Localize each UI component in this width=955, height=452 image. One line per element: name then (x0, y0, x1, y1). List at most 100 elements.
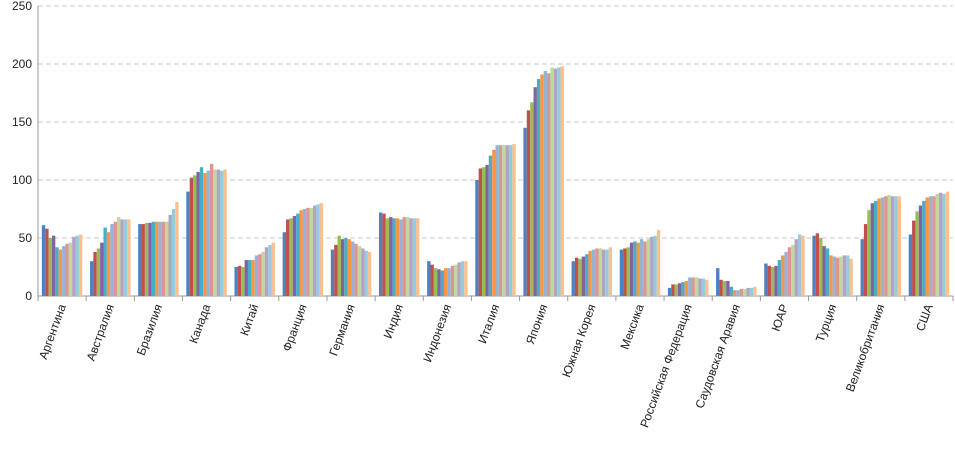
bar (585, 254, 589, 296)
bar (739, 289, 744, 296)
bar (90, 261, 94, 296)
bar (292, 215, 297, 296)
bar (530, 102, 534, 296)
bar (93, 251, 97, 296)
bar (781, 255, 785, 296)
bar (271, 242, 275, 296)
bar (62, 246, 66, 296)
bar (409, 218, 413, 296)
bar (440, 270, 444, 296)
bar (753, 286, 757, 296)
bar (189, 177, 194, 296)
bar (726, 280, 730, 296)
bar (835, 257, 840, 296)
bar (815, 233, 820, 296)
bar (216, 169, 221, 296)
bar (688, 277, 692, 296)
bar (286, 219, 290, 296)
bar (581, 256, 586, 296)
bar (464, 261, 468, 296)
bar (405, 217, 410, 296)
x-tick-label: Германия (326, 302, 358, 357)
bar (72, 236, 76, 296)
bar (880, 197, 885, 296)
bar (316, 204, 320, 296)
y-tick-label: 100 (12, 173, 32, 187)
bar (186, 191, 190, 296)
bar (550, 67, 554, 296)
bar (939, 192, 943, 296)
bar (337, 235, 341, 296)
bar (671, 284, 675, 296)
bar (681, 282, 685, 296)
bar (354, 243, 358, 296)
bar (254, 255, 259, 296)
bar (578, 258, 582, 296)
bar (812, 235, 816, 296)
bar (175, 202, 179, 296)
bar (382, 213, 386, 296)
bar (475, 180, 479, 296)
bar (639, 239, 644, 296)
bar (96, 248, 101, 296)
bar (312, 205, 317, 296)
bar (309, 207, 313, 296)
bar (116, 217, 121, 296)
bar (213, 169, 217, 296)
bar (897, 196, 901, 296)
bar (220, 170, 224, 296)
bar (51, 235, 56, 296)
bar (427, 261, 431, 296)
bar (623, 248, 627, 296)
bar (608, 247, 613, 296)
bar (148, 222, 152, 296)
bar (196, 171, 200, 296)
bar (777, 260, 782, 296)
bar (203, 173, 207, 296)
bar (347, 239, 352, 296)
bar (704, 279, 709, 296)
bar (605, 249, 609, 296)
bar (392, 218, 396, 296)
bar (533, 87, 537, 296)
bar (41, 225, 46, 296)
bar (399, 219, 403, 296)
bar (732, 290, 737, 296)
bar (127, 219, 131, 296)
bar (199, 167, 204, 296)
bar (918, 205, 923, 296)
bar (482, 167, 486, 296)
bar (890, 196, 895, 296)
bar (684, 280, 689, 296)
bar (932, 196, 936, 296)
bar (832, 256, 836, 296)
bar (829, 255, 833, 296)
bar (598, 248, 602, 296)
y-tick-label: 200 (12, 57, 32, 71)
bar (498, 145, 503, 296)
bar (508, 145, 513, 296)
bar (794, 239, 798, 296)
bar (787, 247, 792, 296)
bar (643, 241, 647, 296)
x-tick-label: США (913, 302, 936, 333)
bar (364, 250, 368, 296)
bar (261, 251, 265, 296)
x-tick-label: Индонезия (420, 302, 454, 364)
bar (942, 193, 946, 296)
bar (922, 200, 926, 296)
bar (571, 261, 575, 296)
bar (282, 232, 287, 296)
bar (678, 283, 682, 296)
bar (791, 244, 795, 296)
bar (801, 235, 805, 296)
bar (626, 247, 630, 296)
bar (729, 286, 733, 296)
bar (770, 267, 775, 296)
x-tick-label: Великобритания (843, 302, 888, 393)
bar (78, 234, 83, 296)
bar (223, 169, 227, 296)
bar (378, 212, 383, 296)
bar (502, 145, 506, 296)
